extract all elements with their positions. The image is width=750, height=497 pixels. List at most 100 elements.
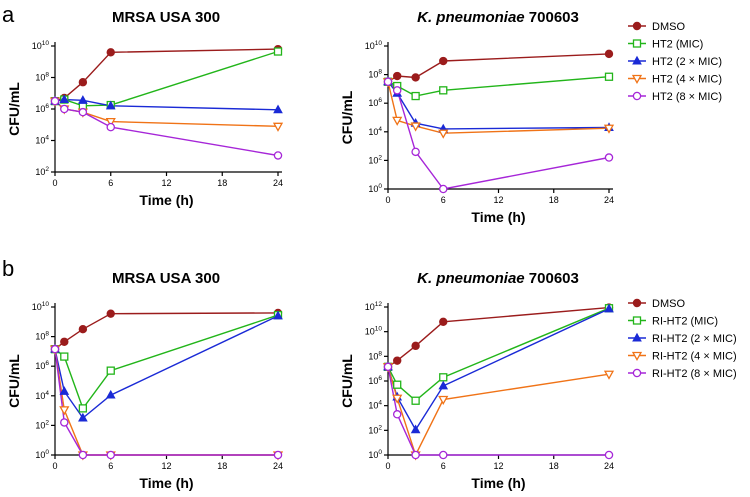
chart-2: K. pneumoniae 700603 0 6 12 18 24 100 102 104 106… xyxy=(339,9,615,225)
y-tick-label: 104 xyxy=(35,135,49,146)
series-line-2 xyxy=(387,307,610,402)
legend-entry-label: HT2 (2 × MIC) xyxy=(652,56,722,68)
x-tick-label: 18 xyxy=(549,461,559,471)
data-point xyxy=(105,100,116,110)
data-point xyxy=(603,370,615,380)
data-point xyxy=(273,47,283,56)
legend-entry-label: RI-HT2 (MIC) xyxy=(652,316,718,328)
legend-entry-label: DMSO xyxy=(652,298,685,310)
data-point xyxy=(392,410,402,419)
y-tick-label: 102 xyxy=(368,424,382,435)
legend-marker xyxy=(632,39,642,48)
data-point xyxy=(273,450,283,460)
x-tick-label: 24 xyxy=(273,178,283,188)
legend-marker xyxy=(631,351,643,362)
y-tick-label: 106 xyxy=(35,103,49,114)
y-tick-label: 108 xyxy=(368,69,382,80)
x-tick-label: 18 xyxy=(549,195,559,205)
data-point xyxy=(438,129,449,139)
data-point xyxy=(438,184,448,194)
series-line-4 xyxy=(387,366,610,457)
data-point xyxy=(60,352,69,361)
data-point xyxy=(439,56,448,66)
data-point xyxy=(383,362,393,372)
data-point xyxy=(411,341,420,351)
data-point xyxy=(60,104,69,114)
series-line-2 xyxy=(387,76,610,97)
data-point xyxy=(50,96,60,106)
data-point xyxy=(411,396,420,405)
y-tick-label: 106 xyxy=(35,360,49,371)
y-tick-label: 1010 xyxy=(365,40,383,51)
data-point xyxy=(438,395,449,406)
x-tick-label: 24 xyxy=(273,461,283,471)
data-point xyxy=(273,104,283,114)
legends-group: DMSO HT2 (MIC) HT2 (2 × MIC) HT2 (4 × MIC) H… xyxy=(628,21,737,380)
data-point xyxy=(604,153,614,162)
data-point xyxy=(60,418,69,427)
data-point xyxy=(392,116,403,126)
legend-entry-label: RI-HT2 (4 × MIC) xyxy=(652,351,737,363)
series-line-2 xyxy=(54,50,279,107)
legend-marker xyxy=(631,74,643,85)
x-tick-label: 0 xyxy=(52,461,57,471)
data-point xyxy=(272,122,284,132)
legend-1: DMSO HT2 (MIC) HT2 (2 × MIC) HT2 (4 × MIC) H… xyxy=(628,21,722,103)
legend-entry-label: HT2 (8 × MIC) xyxy=(652,91,722,103)
y-axis-label: CFU/mL xyxy=(6,82,22,136)
data-point xyxy=(78,107,88,117)
data-point xyxy=(438,450,448,460)
data-point xyxy=(59,406,70,416)
y-tick-label: 102 xyxy=(35,166,49,177)
x-tick-label: 24 xyxy=(604,461,614,471)
x-tick-label: 12 xyxy=(493,461,503,471)
data-point xyxy=(411,450,420,460)
legend-marker xyxy=(632,298,642,308)
chart-title: K. pneumoniae 700603 xyxy=(417,9,579,26)
legend-entry-label: RI-HT2 (8 × MIC) xyxy=(652,368,737,380)
data-point xyxy=(604,450,614,460)
data-point xyxy=(78,95,88,104)
chart-1: MRSA USA 300 0 6 12 18 24 102 104 106 108 1010 Time… xyxy=(6,9,284,208)
y-tick-label: 106 xyxy=(368,97,382,108)
y-tick-label: 108 xyxy=(35,72,49,83)
y-tick-label: 1010 xyxy=(365,326,383,337)
y-tick-label: 100 xyxy=(368,183,382,194)
y-tick-label: 1010 xyxy=(32,40,50,51)
data-point xyxy=(105,117,116,128)
x-tick-label: 12 xyxy=(161,178,171,188)
data-point xyxy=(439,86,448,95)
y-tick-label: 104 xyxy=(35,390,49,401)
x-axis-label: Time (h) xyxy=(139,192,193,208)
chart-title: K. pneumoniae 700603 xyxy=(417,270,579,287)
legend-marker xyxy=(632,368,642,378)
y-tick-label: 1010 xyxy=(32,301,50,312)
data-point xyxy=(78,325,88,334)
data-point xyxy=(604,72,614,81)
legend-marker xyxy=(632,316,642,325)
data-point xyxy=(393,71,402,81)
data-point xyxy=(604,49,614,59)
x-axis-label: Time (h) xyxy=(471,475,525,491)
charts-group: MRSA USA 300 0 6 12 18 24 102 104 106 108 1010 Time… xyxy=(6,9,615,491)
x-tick-label: 6 xyxy=(441,195,446,205)
data-point xyxy=(410,122,421,132)
data-point xyxy=(59,386,70,395)
data-point xyxy=(393,356,402,365)
x-tick-label: 0 xyxy=(52,178,57,188)
data-point xyxy=(392,394,403,404)
y-tick-label: 102 xyxy=(368,154,382,165)
x-tick-label: 6 xyxy=(108,461,113,471)
series-line-5 xyxy=(387,81,610,190)
data-point xyxy=(273,151,283,160)
x-axis-label: Time (h) xyxy=(471,209,525,225)
data-point xyxy=(106,366,115,375)
data-point xyxy=(603,124,615,134)
legend-marker xyxy=(632,332,642,342)
data-point xyxy=(410,424,421,434)
y-tick-label: 106 xyxy=(368,375,382,386)
y-tick-label: 108 xyxy=(368,350,382,361)
legend-entry-label: HT2 (4 × MIC) xyxy=(652,74,722,86)
x-axis-label: Time (h) xyxy=(139,475,193,491)
data-point xyxy=(105,389,116,399)
